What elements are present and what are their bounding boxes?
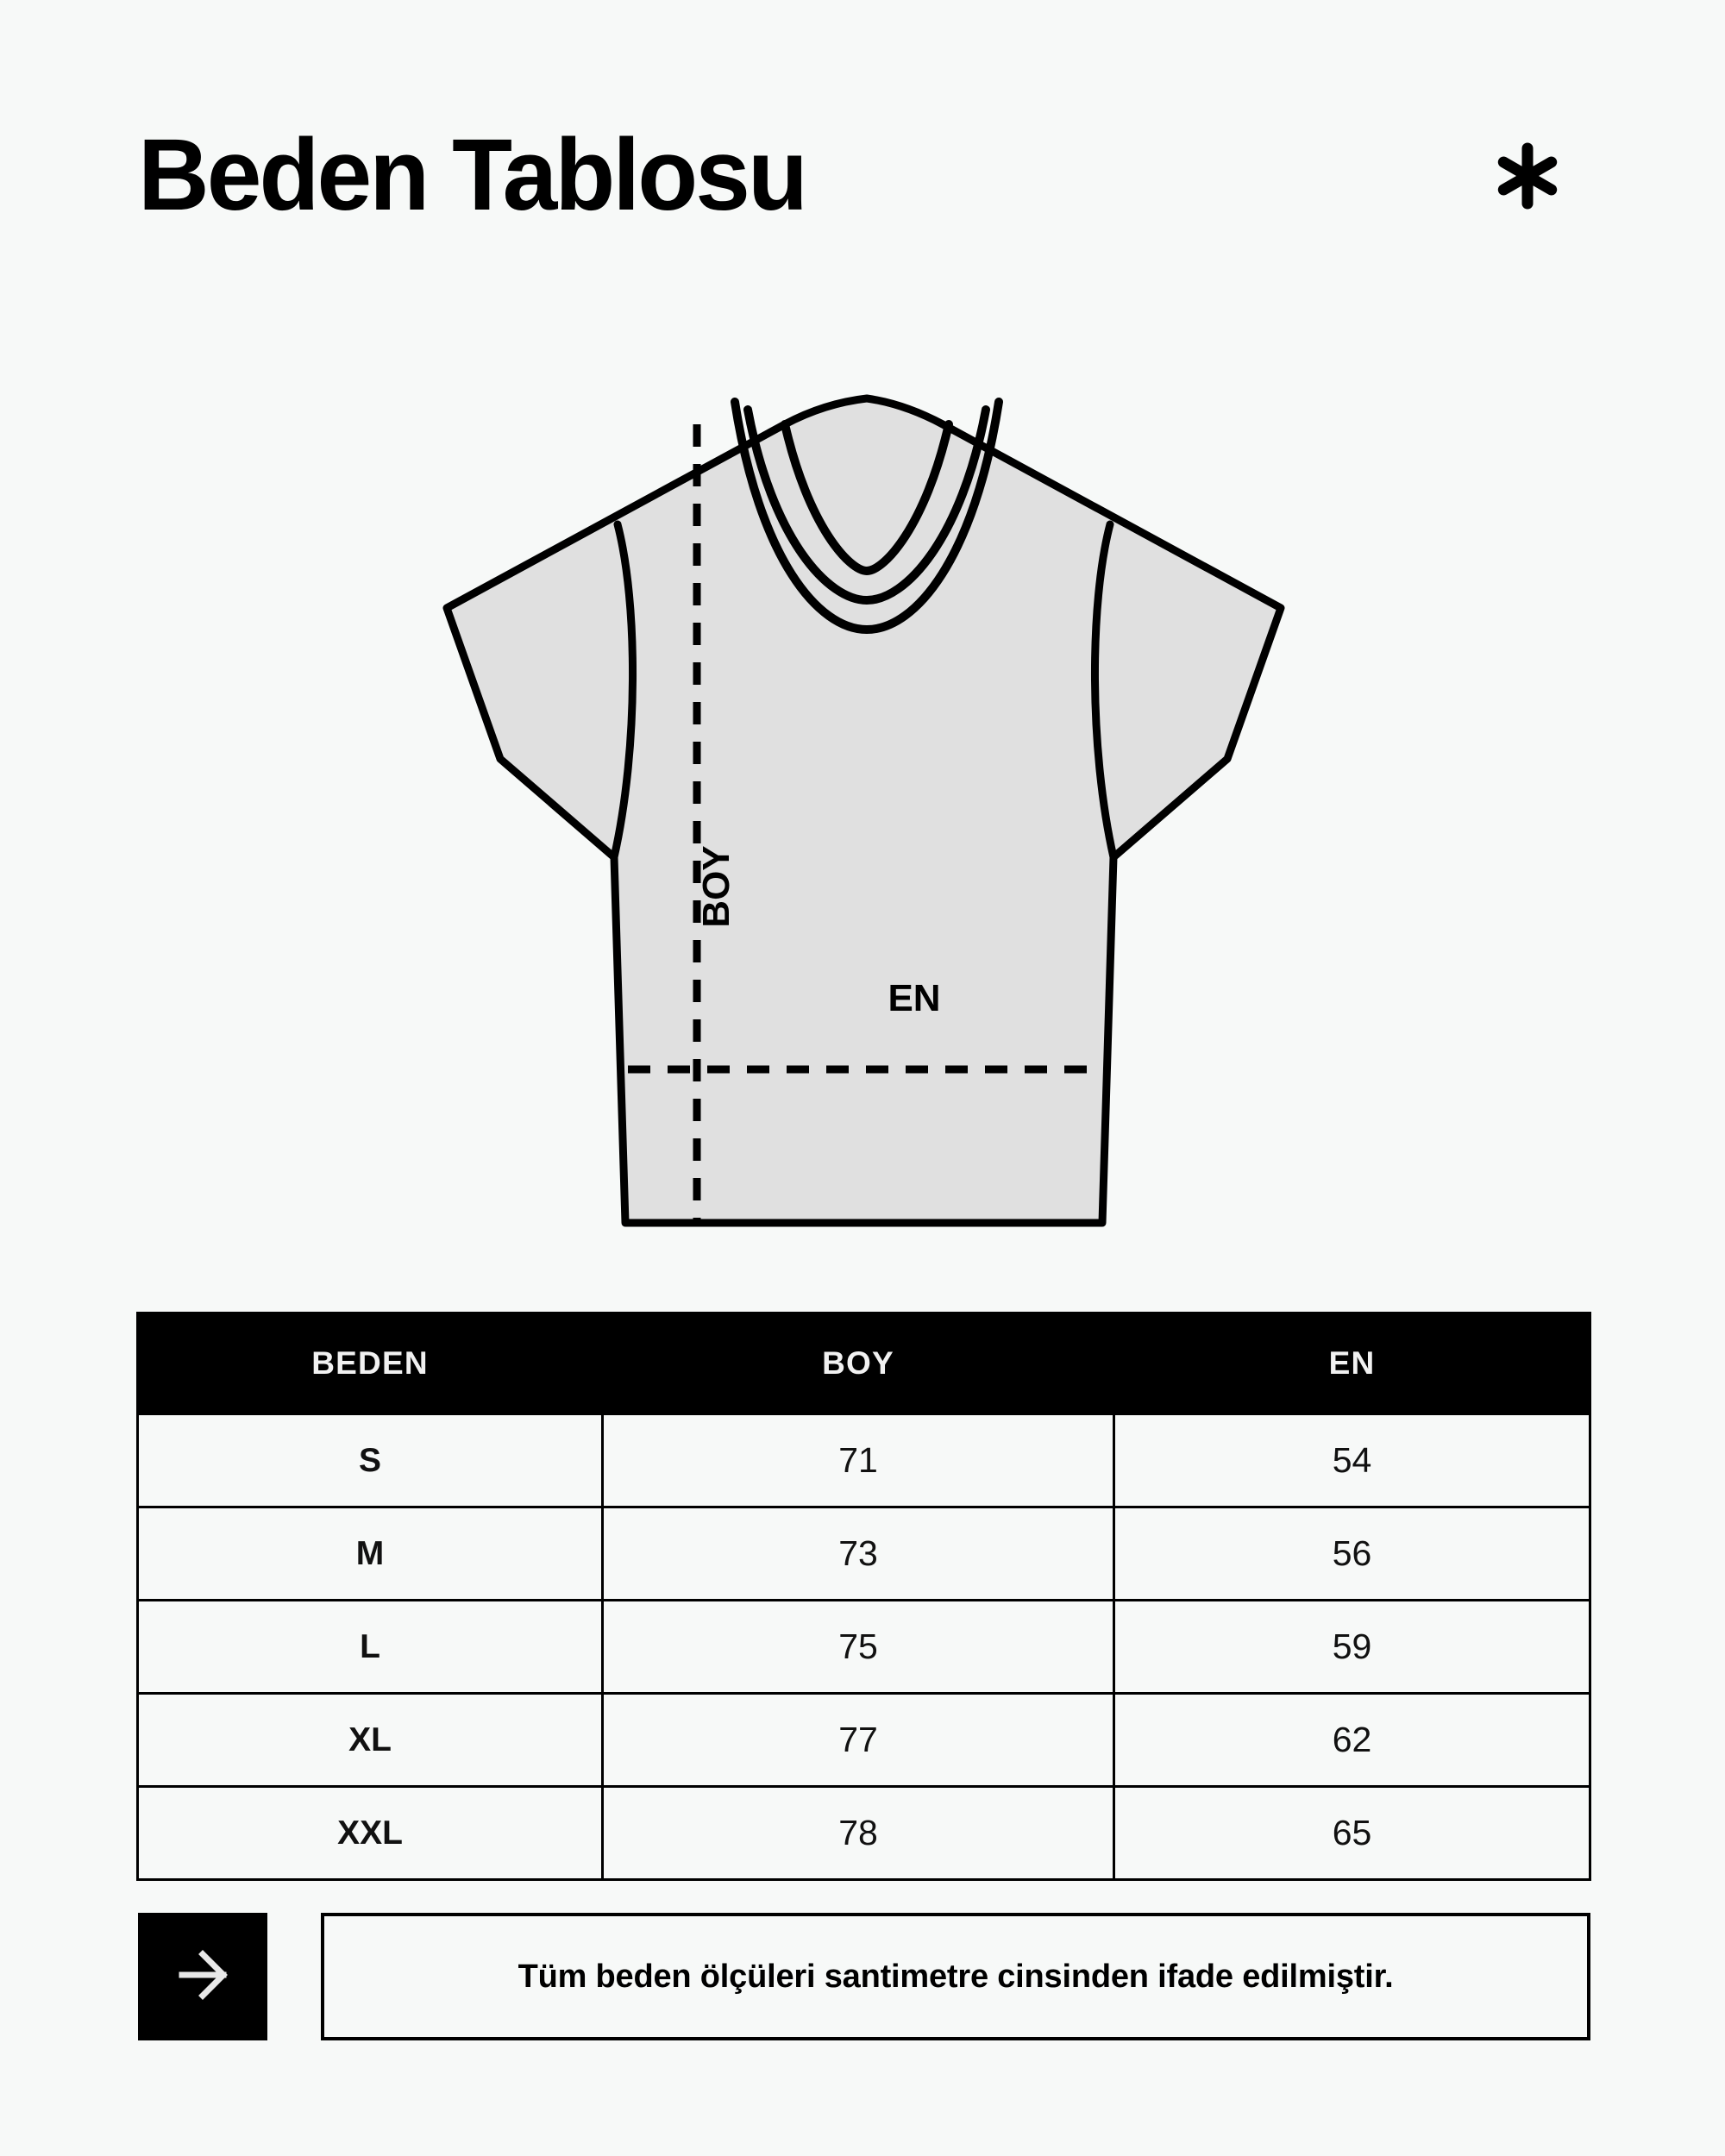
footer-note: Tüm beden ölçüleri santimetre cinsinden … [138,1913,1590,2040]
cell-en: 56 [1113,1506,1591,1601]
cell-boy: 71 [601,1413,1115,1508]
note-text: Tüm beden ölçüleri santimetre cinsinden … [518,1958,1394,1995]
column-header-boy: BOY [601,1312,1115,1415]
column-header-en: EN [1113,1312,1591,1415]
cell-en: 65 [1113,1785,1591,1881]
asterisk-icon [1490,139,1565,217]
cell-size: XL [136,1692,604,1788]
en-label: EN [888,977,940,1019]
size-table: BEDEN BOY EN S 71 54 M 73 56 L 75 59 X [136,1312,1591,1881]
table-row: XXL 78 65 [136,1785,1591,1881]
page-title: Beden Tablosu [138,118,808,232]
note-box: Tüm beden ölçüleri santimetre cinsinden … [321,1913,1590,2040]
arrow-right-button[interactable] [138,1913,267,2040]
tshirt-diagram: BOY EN [380,345,1346,1276]
cell-boy: 77 [601,1692,1115,1788]
cell-en: 54 [1113,1413,1591,1508]
cell-size: XXL [136,1785,604,1881]
page-header: Beden Tablosu [138,119,1596,231]
cell-boy: 75 [601,1599,1115,1695]
table-header-row: BEDEN BOY EN [136,1312,1591,1415]
cell-en: 59 [1113,1599,1591,1695]
cell-boy: 78 [601,1785,1115,1881]
arrow-right-icon [170,1942,235,2012]
table-row: S 71 54 [136,1413,1591,1508]
cell-size: L [136,1599,604,1695]
cell-en: 62 [1113,1692,1591,1788]
cell-boy: 73 [601,1506,1115,1601]
cell-size: S [136,1413,604,1508]
column-header-beden: BEDEN [136,1312,604,1415]
table-row: L 75 59 [136,1599,1591,1695]
boy-label: BOY [695,845,737,927]
table-row: XL 77 62 [136,1692,1591,1788]
cell-size: M [136,1506,604,1601]
table-row: M 73 56 [136,1506,1591,1601]
